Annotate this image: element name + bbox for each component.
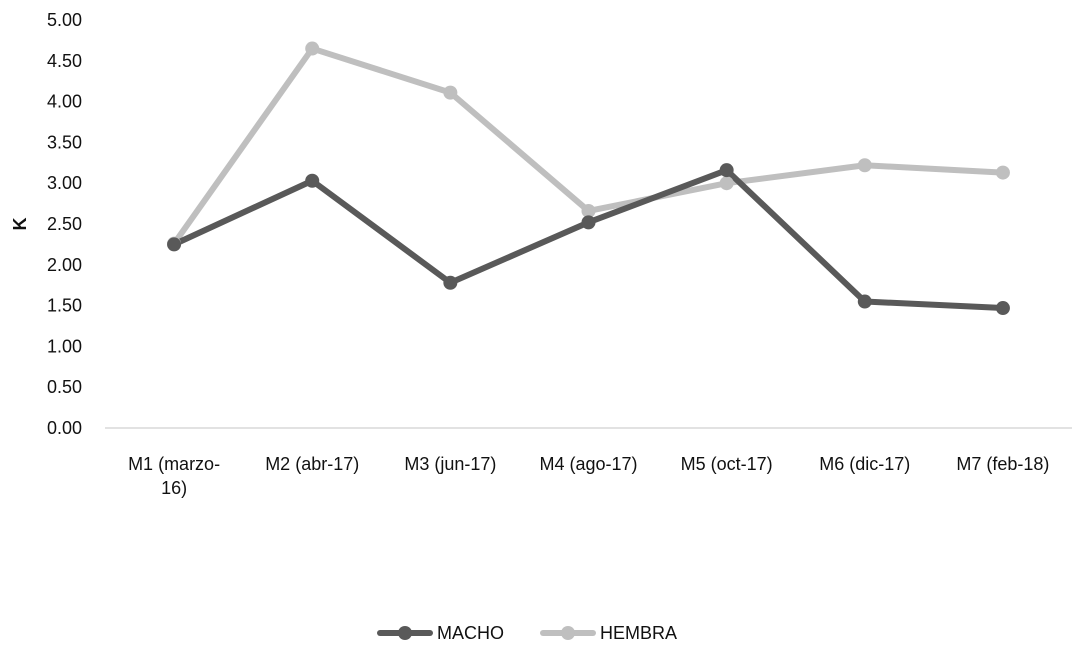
data-point-macho xyxy=(305,173,320,188)
x-tick-label-line: M4 (ago-17) xyxy=(539,454,637,474)
data-point-hembra xyxy=(305,41,320,56)
y-tick-label: 4.50 xyxy=(47,51,82,71)
data-point-macho xyxy=(719,163,734,178)
legend-label: MACHO xyxy=(437,623,504,643)
x-tick-label: M4 (ago-17) xyxy=(539,454,637,474)
data-point-hembra xyxy=(719,176,734,191)
y-tick-label: 3.00 xyxy=(47,173,82,193)
x-tick-label: M2 (abr-17) xyxy=(265,454,359,474)
y-tick-label: 2.50 xyxy=(47,214,82,234)
data-point-macho xyxy=(443,275,458,290)
data-point-hembra xyxy=(857,158,872,173)
data-point-macho xyxy=(581,215,596,230)
data-point-hembra xyxy=(581,203,596,218)
x-tick-label-line: M2 (abr-17) xyxy=(265,454,359,474)
x-tick-label: M1 (marzo- 16) xyxy=(128,454,220,498)
x-tick-label-line: 16) xyxy=(161,478,187,498)
legend-swatch-marker xyxy=(561,626,575,640)
y-tick-label: 2.00 xyxy=(47,255,82,275)
x-tick-label-line: M6 (dic-17) xyxy=(819,454,910,474)
x-tick-label-line: M5 (oct-17) xyxy=(681,454,773,474)
x-tick-label-line: M3 (jun-17) xyxy=(404,454,496,474)
series-line-macho xyxy=(171,167,1006,312)
x-tick-label: M7 (feb-18) xyxy=(956,454,1049,474)
y-axis-label: K xyxy=(10,218,30,231)
x-tick-label: M5 (oct-17) xyxy=(681,454,773,474)
data-point-macho xyxy=(857,294,872,309)
y-tick-label: 5.00 xyxy=(47,10,82,30)
y-tick-label: 1.00 xyxy=(47,336,82,356)
legend-label: HEMBRA xyxy=(600,623,677,643)
data-point-hembra xyxy=(443,85,458,100)
y-tick-label: 1.50 xyxy=(47,296,82,316)
x-tick-label: M3 (jun-17) xyxy=(404,454,496,474)
legend-swatch-marker xyxy=(398,626,412,640)
data-point-macho xyxy=(167,237,182,252)
data-point-macho xyxy=(995,301,1010,316)
y-tick-label: 0.50 xyxy=(47,377,82,397)
x-tick-label: M6 (dic-17) xyxy=(819,454,910,474)
y-tick-label: 3.50 xyxy=(47,132,82,152)
y-tick-label: 0.00 xyxy=(47,418,82,438)
x-tick-label-line: M7 (feb-18) xyxy=(956,454,1049,474)
x-tick-label-line: M1 (marzo- xyxy=(128,454,220,474)
data-point-hembra xyxy=(995,165,1010,180)
y-tick-label: 4.00 xyxy=(47,92,82,112)
